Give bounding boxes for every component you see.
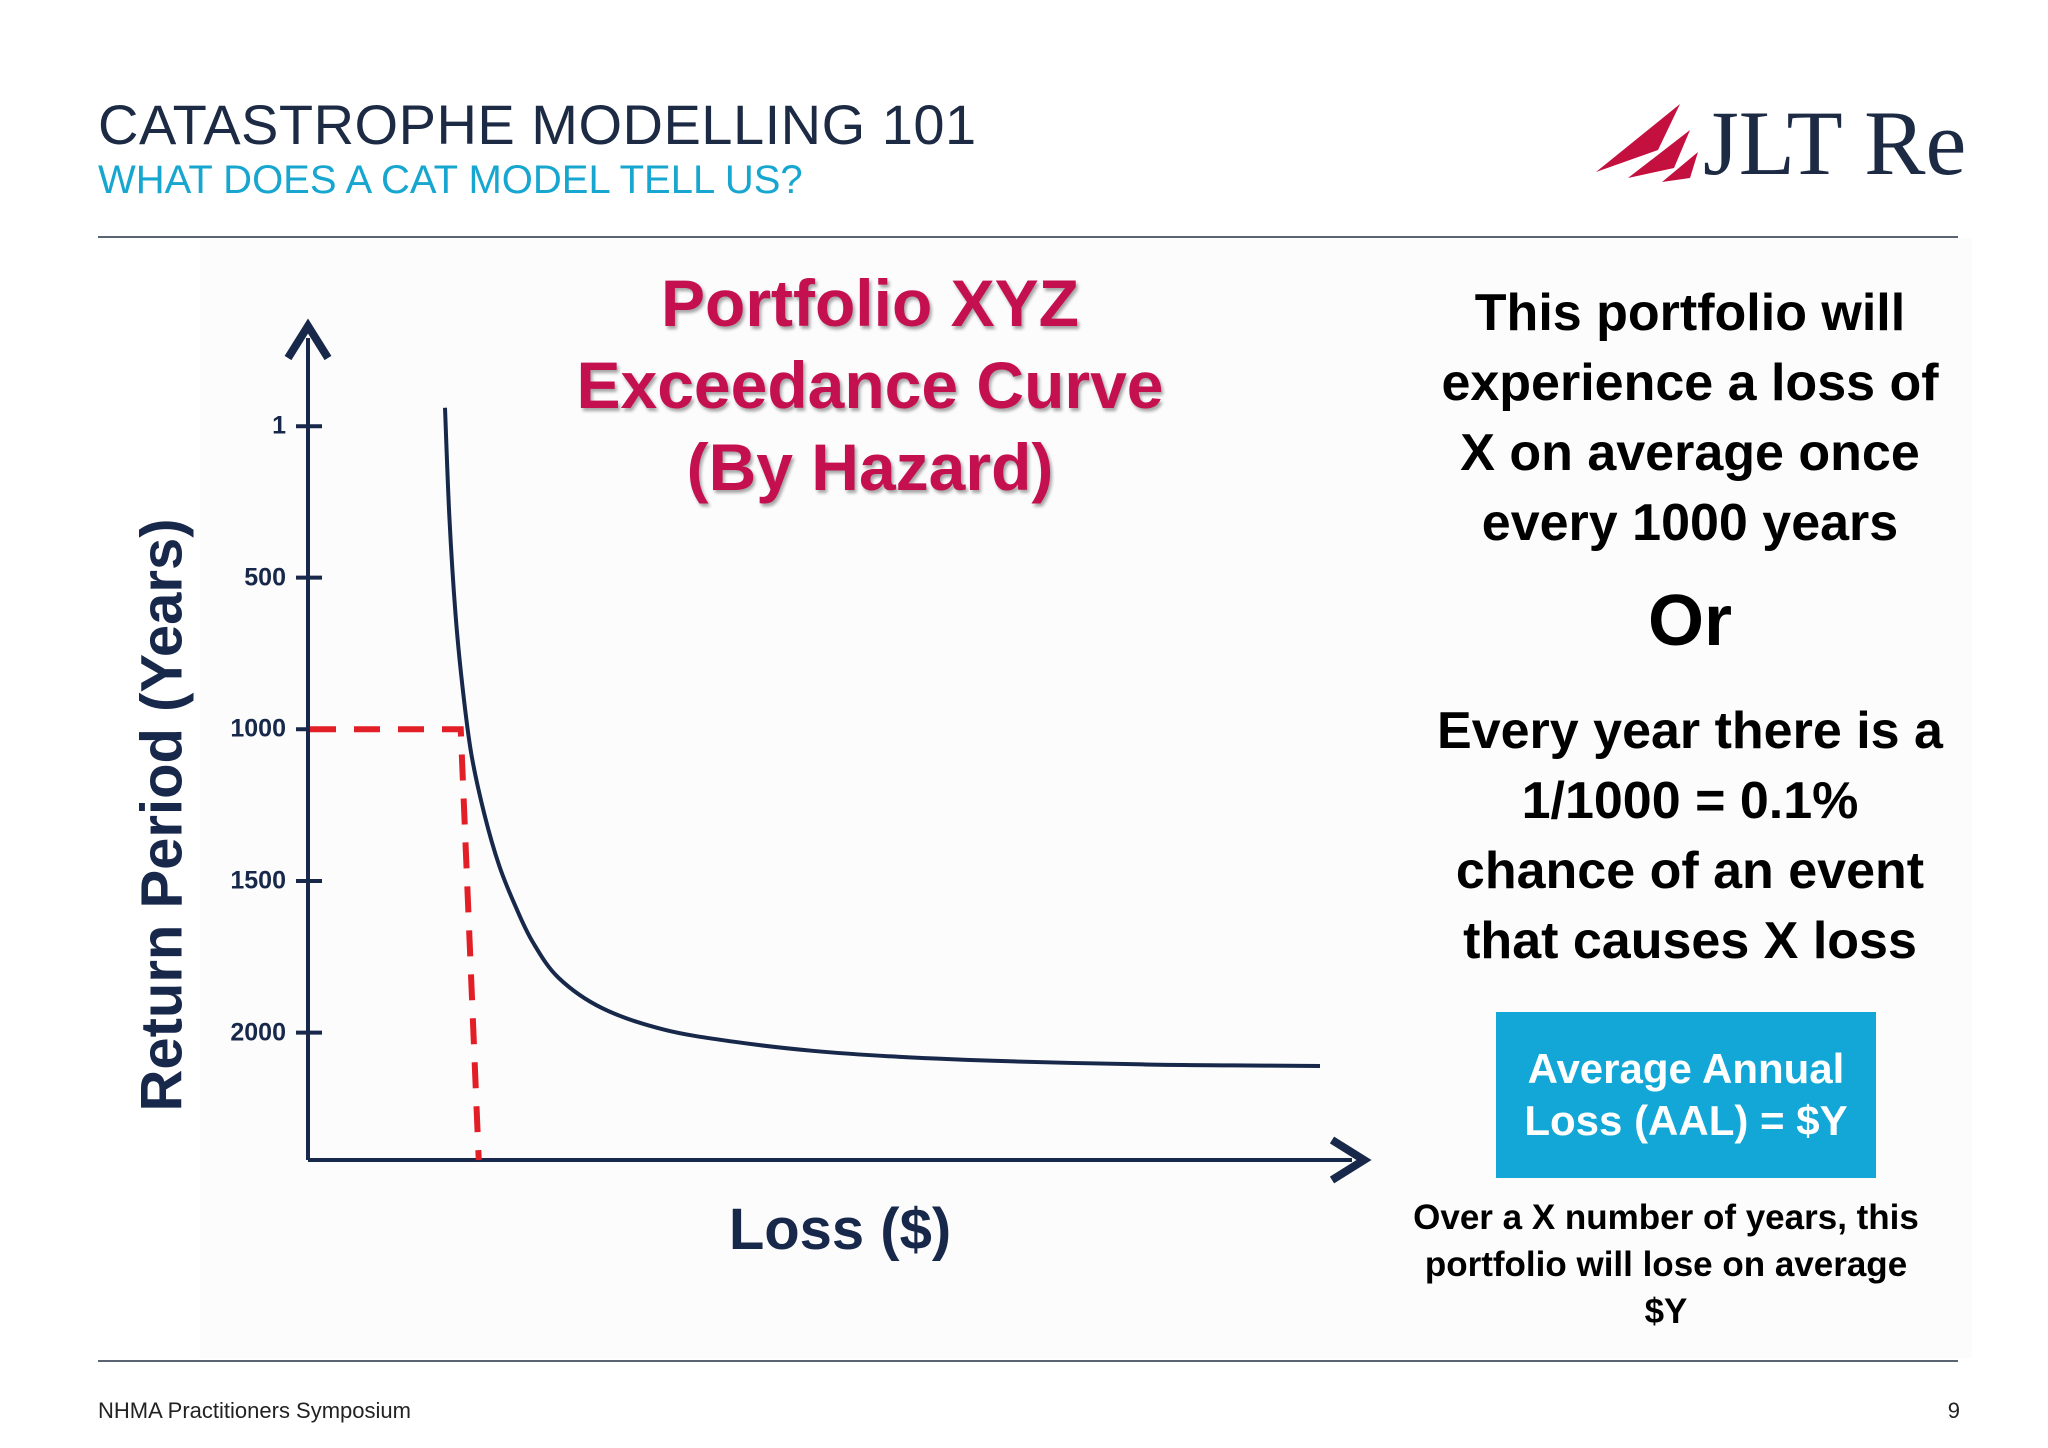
chart-title: Portfolio XYZ Exceedance Curve (By Hazar…: [520, 262, 1220, 508]
jlt-re-logo: JLT Re: [1596, 92, 1966, 194]
aal-line-2: Loss (AAL) = $Y: [1524, 1097, 1848, 1144]
y-tick-label: 1: [272, 411, 286, 440]
chance-line-1: Every year there is a: [1437, 702, 1943, 760]
note-line-1: Over a X number of years, this: [1413, 1198, 1919, 1237]
chart-title-line-2: Exceedance Curve: [576, 348, 1164, 422]
probability-statement: Every year there is a 1/1000 = 0.1% chan…: [1380, 696, 2000, 976]
logo-text: JLT Re: [1703, 92, 1966, 194]
y-tick-marks: [296, 424, 322, 1035]
chart-title-line-3: (By Hazard): [686, 430, 1054, 504]
exceedance-curve: [443, 407, 1321, 1068]
reference-dashed-line: [310, 726, 482, 1161]
exceedance-chart: [284, 318, 1372, 1184]
footer-event-name: NHMA Practitioners Symposium: [98, 1398, 411, 1423]
aal-explanation: Over a X number of years, this portfolio…: [1376, 1194, 1956, 1335]
aal-line-1: Average Annual: [1527, 1045, 1845, 1092]
note-line-2: portfolio will lose on average: [1424, 1245, 1908, 1284]
statement-line-1: This portfolio will: [1474, 284, 1906, 342]
x-axis-label: Loss ($): [728, 1197, 952, 1262]
y-tick-label: 2000: [230, 1018, 286, 1047]
note-line-3: $Y: [1644, 1292, 1688, 1331]
footer-divider: [98, 1360, 1958, 1362]
chance-line-4: that causes X loss: [1463, 912, 1917, 970]
logo-mark-icon: [1596, 104, 1698, 182]
statement-line-2: experience a loss of: [1441, 354, 1939, 412]
header-divider: [98, 236, 1958, 238]
page-number: 9: [1947, 1398, 1960, 1423]
statement-line-4: every 1000 years: [1481, 494, 1899, 552]
y-tick-label: 1000: [230, 714, 286, 743]
or-text: Or: [1647, 581, 1733, 661]
chance-line-2: 1/1000 = 0.1%: [1521, 772, 1859, 830]
statement-line-3: X on average once: [1460, 424, 1920, 482]
return-period-statement: This portfolio will experience a loss of…: [1380, 278, 2000, 558]
page-title: CATASTROPHE MODELLING 101: [98, 93, 977, 156]
page-subtitle: WHAT DOES A CAT MODEL TELL US?: [98, 158, 803, 202]
y-tick-label: 500: [244, 563, 286, 592]
aal-callout-box: Average Annual Loss (AAL) = $Y: [1496, 1012, 1876, 1178]
y-tick-label: 1500: [230, 866, 286, 895]
chance-line-3: chance of an event: [1455, 842, 1925, 900]
chart-title-line-1: Portfolio XYZ: [661, 266, 1079, 340]
